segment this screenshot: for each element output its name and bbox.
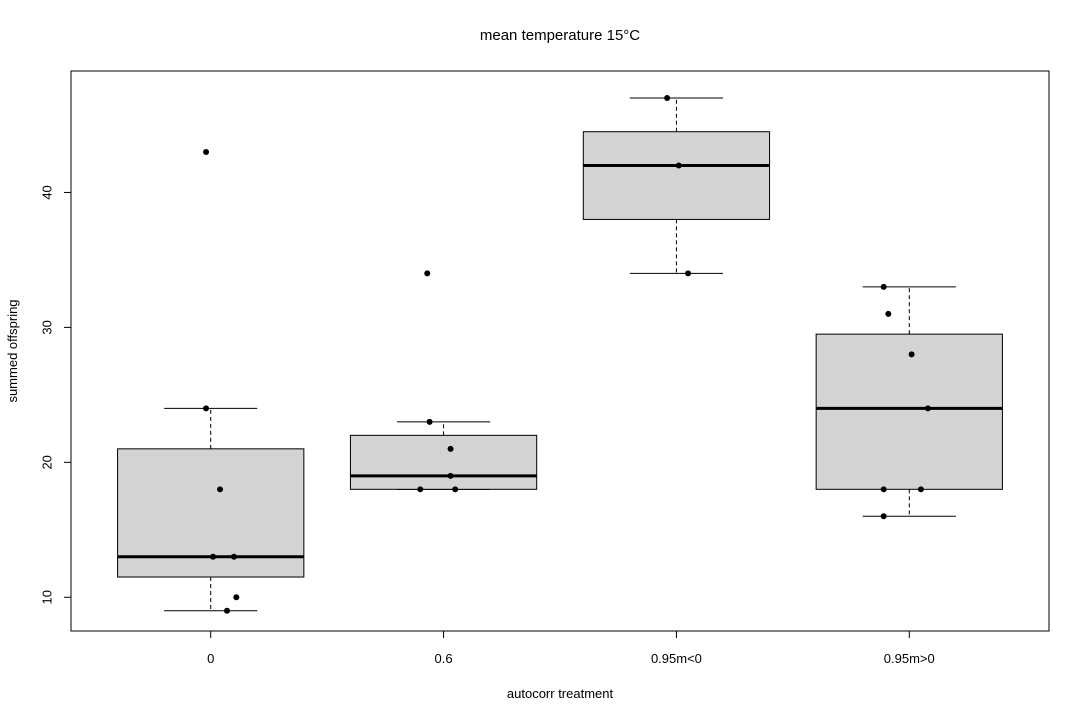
data-point: [885, 310, 892, 317]
data-point: [447, 472, 454, 479]
data-point: [908, 351, 915, 358]
data-point: [917, 486, 924, 493]
iqr-box: [349, 434, 538, 490]
data-point: [203, 148, 210, 155]
data-point: [880, 486, 887, 493]
chart-title: mean temperature 15°C: [480, 27, 640, 44]
data-point: [417, 486, 424, 493]
data-point: [452, 486, 459, 493]
data-point: [224, 607, 231, 614]
data-point: [675, 162, 682, 169]
box-4: [815, 286, 1003, 517]
data-point: [880, 513, 887, 520]
data-point: [203, 405, 210, 412]
plot-area: [117, 94, 1003, 614]
data-point: [426, 418, 433, 425]
data-point: [447, 445, 454, 452]
data-point: [924, 405, 931, 412]
x-tick-label: 0.95m>0: [884, 651, 935, 666]
x-axis: 0 0.6 0.95m<0 0.95m>0: [207, 631, 935, 666]
y-tick-label: 20: [40, 455, 55, 469]
data-point: [233, 594, 240, 601]
x-tick-label: 0: [207, 651, 214, 666]
data-point: [217, 486, 224, 493]
x-tick-label: 0.95m<0: [651, 651, 702, 666]
x-axis-label: autocorr treatment: [507, 686, 614, 701]
y-axis: 10 20 30 40: [40, 185, 71, 604]
data-point: [880, 283, 887, 290]
y-tick-label: 30: [40, 320, 55, 334]
data-point: [664, 94, 671, 101]
data-point: [685, 270, 692, 277]
iqr-box: [815, 333, 1003, 490]
y-tick-label: 40: [40, 185, 55, 199]
y-tick-label: 10: [40, 590, 55, 604]
iqr-box: [582, 131, 771, 220]
data-point: [210, 553, 217, 560]
x-tick-label: 0.6: [435, 651, 453, 666]
y-axis-label: summed offspring: [5, 299, 20, 402]
box-1: [117, 407, 305, 612]
data-point: [424, 270, 431, 277]
data-point: [231, 553, 237, 560]
box-3: [582, 97, 771, 274]
plot-frame: [70, 70, 1050, 632]
box-2: [349, 421, 538, 490]
